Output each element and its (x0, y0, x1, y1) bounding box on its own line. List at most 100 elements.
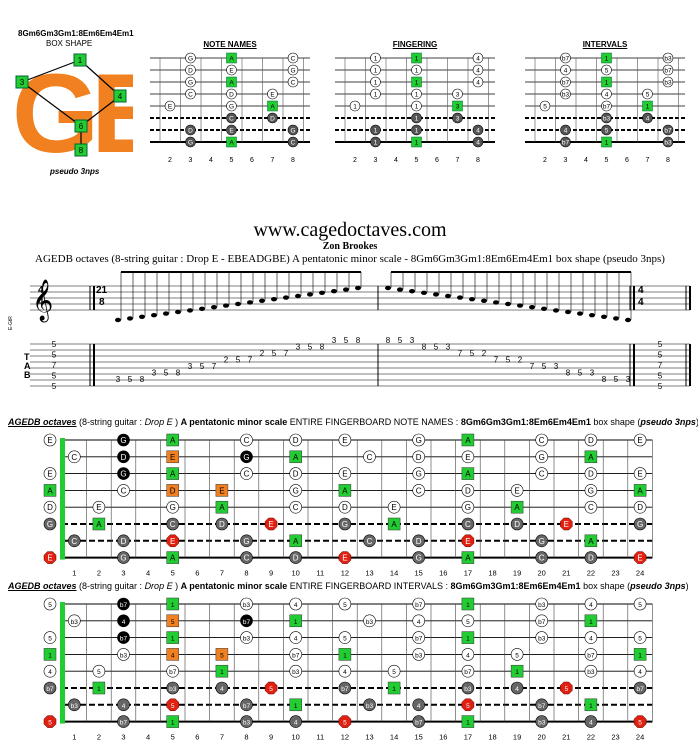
mini-note-label: 1 (374, 80, 378, 87)
mini-note-label: A (229, 80, 234, 87)
fingerboard-note (584, 648, 598, 661)
tab-run-number: 8 (176, 369, 181, 378)
fingerboard-note-label: D (293, 554, 299, 563)
fingerboard-note (412, 433, 426, 447)
tab-run-number: 7 (458, 349, 463, 358)
fingerboard-note (117, 597, 130, 611)
fret-number: 19 (513, 733, 521, 742)
tab-run-number: 3 (626, 375, 631, 384)
mini-note-label: 4 (564, 128, 568, 135)
fingerboard-note-label: E (96, 503, 101, 512)
fingerboard-note-label: A (514, 503, 520, 512)
fingerboard-note-label: b3 (464, 686, 472, 693)
mini-note (411, 88, 422, 100)
mini-note-label: 1 (353, 104, 357, 111)
fingerboard-note (166, 484, 179, 497)
fingerboard-note-label: G (120, 436, 126, 445)
mini-note-label: 1 (605, 140, 609, 147)
fingerboard-note (43, 517, 57, 531)
fingerboard-note-label: A (293, 537, 299, 546)
fingerboard-note-label: G (416, 436, 422, 445)
fingerboard-note-label: D (416, 537, 422, 546)
fingerboard-note-label: A (588, 537, 594, 546)
mini-note (642, 112, 653, 124)
fingerboard-note (117, 698, 130, 712)
fingerboard-note-label: G (539, 453, 545, 462)
mini-note-label: G (229, 104, 234, 111)
fingerboard-note-label: D (588, 554, 594, 563)
fingerboard-note (461, 450, 475, 464)
notation-note (283, 295, 289, 300)
fingerboard-note-label: A (96, 520, 102, 529)
fingerboard-note (461, 551, 475, 564)
mini-note (267, 112, 278, 124)
mini-fret-number: 7 (271, 157, 275, 164)
tab-run-number: 5 (272, 349, 277, 358)
notation-note (247, 300, 253, 305)
box-marker-label: 8 (79, 146, 84, 155)
mini-note-label: 1 (374, 140, 378, 147)
fingerboard-note-label: D (588, 436, 594, 445)
notation-note (187, 308, 193, 313)
tab-left-number: 5 (52, 340, 57, 349)
tab-run-number: 3 (590, 369, 595, 378)
tab-run-number: 5 (542, 362, 547, 371)
site-title[interactable]: www.cagedoctaves.com (253, 219, 447, 241)
mini-fret-number: 8 (291, 157, 295, 164)
tab-right-number: 5 (658, 340, 663, 349)
fingerboard-note-label: 5 (48, 720, 52, 727)
notation-note (421, 290, 427, 295)
fingerboard-note (387, 517, 401, 531)
fingerboard-note (289, 648, 303, 661)
fingerboard-note (264, 681, 278, 695)
notation-note (355, 285, 361, 291)
fingerboard-note (633, 681, 647, 695)
fingerboard-note (535, 631, 549, 644)
fingerboard-note-label: A (342, 486, 348, 495)
fingerboard-note (461, 484, 475, 497)
fingerboard-note-label: b3 (292, 669, 300, 676)
mini-fret-number: 5 (230, 157, 234, 164)
notation-note (319, 290, 325, 295)
fingerboard-note (166, 517, 179, 531)
tab-run-number: 3 (116, 375, 121, 384)
fingerboard-note-label: G (293, 486, 299, 495)
tab-right-number: 5 (658, 382, 663, 391)
fingerboard-note-label: b7 (538, 619, 546, 626)
fingerboard-note-label: C (416, 486, 422, 495)
fingerboard-note-label: A (465, 470, 471, 479)
fingerboard-note (338, 681, 352, 695)
mini-note (267, 88, 278, 100)
fingerboard-note (387, 664, 401, 678)
fingerboard-note-label: C (539, 554, 545, 563)
notation-note (517, 303, 523, 308)
notation-note (223, 303, 229, 308)
notation-note (271, 297, 277, 302)
fingerboard-note (166, 614, 179, 628)
fret-number: 5 (171, 733, 175, 742)
mini-note-label: E (229, 68, 234, 75)
notation-note (577, 311, 583, 316)
mini-note-label: E (270, 92, 275, 99)
fingerboard-note-label: b7 (169, 669, 177, 676)
fingerboard-note (560, 517, 573, 531)
fingerboard-note-label: 1 (294, 619, 298, 626)
mini-note (164, 100, 176, 112)
mini-fret-number: 3 (189, 157, 193, 164)
mini-note (662, 124, 674, 136)
fret-number: 21 (562, 733, 570, 742)
fingerboard-note (92, 664, 106, 678)
fingerboard-note (240, 597, 253, 611)
fret-number: 6 (195, 569, 199, 578)
mini-note-label: 1 (605, 80, 609, 87)
mini-root (601, 76, 612, 88)
fingerboard-note (584, 664, 598, 678)
fingerboard-note-label: G (416, 470, 422, 479)
subtitle: AGEDB octaves (8-string guitar : Drop E … (35, 253, 665, 265)
fingerboard-note (461, 631, 475, 644)
fingerboard-note (289, 500, 303, 514)
fingerboard-note-label: b3 (587, 669, 595, 676)
fingerboard-note-label: b3 (169, 686, 177, 693)
mini-note-label: b7 (664, 68, 672, 75)
